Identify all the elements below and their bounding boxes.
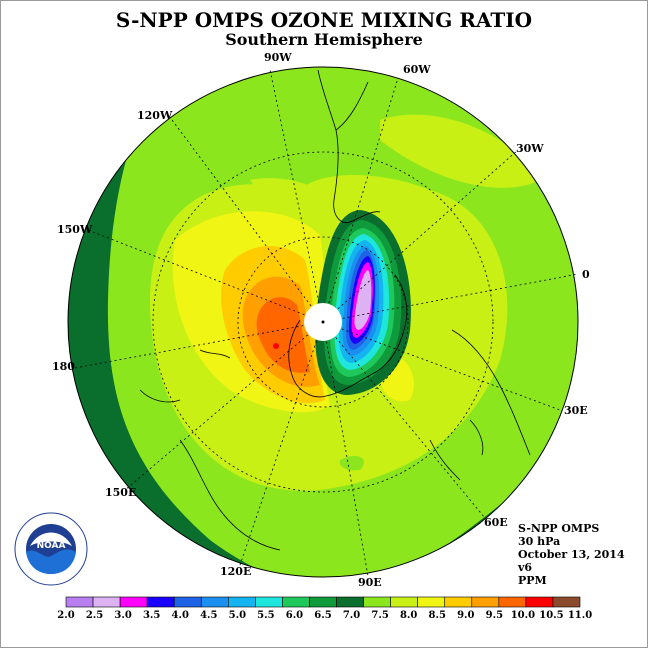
colorbar-label: 9.0 xyxy=(457,610,474,621)
noaa-logo-text: NOAA xyxy=(37,541,66,551)
page-title: S-NPP OMPS OZONE MIXING RATIO xyxy=(115,8,533,32)
colorbar-label: 6.5 xyxy=(314,610,331,621)
colorbar-swatch xyxy=(525,596,554,608)
colorbar-swatch xyxy=(552,596,581,608)
info-units: PPM xyxy=(518,574,547,587)
colorbar-label: 5.0 xyxy=(229,610,246,621)
colorbar-swatch xyxy=(65,596,94,608)
colorbar-swatch xyxy=(336,596,364,608)
colorbar-swatch xyxy=(417,596,446,608)
coastlines xyxy=(139,69,531,551)
lon-label-150w: 150W xyxy=(57,223,93,236)
info-date: October 13, 2014 xyxy=(518,548,625,561)
colorbar-label: 8.5 xyxy=(429,610,446,621)
colorbar-swatch xyxy=(444,596,473,608)
colorbar-label: 9.5 xyxy=(486,610,503,621)
colorbar-swatch xyxy=(173,596,202,608)
lon-label-60w: 60W xyxy=(403,63,431,76)
south-pole-marker xyxy=(321,320,325,324)
lon-label-90e: 90E xyxy=(358,576,382,589)
colorbar-label: 7.0 xyxy=(343,610,360,621)
colorbar-label: 4.0 xyxy=(172,610,189,621)
lon-label-120w: 120W xyxy=(137,109,173,122)
colorbar-swatch xyxy=(119,596,148,608)
colorbar-label: 2.0 xyxy=(57,610,74,621)
page-subtitle: Southern Hemisphere xyxy=(225,30,423,49)
lon-label-90w: 90W xyxy=(264,51,292,64)
colorbar-label: 8.0 xyxy=(400,610,417,621)
colorbar-label: 2.5 xyxy=(86,610,103,621)
lon-label-30w: 30W xyxy=(516,142,544,155)
colorbar-swatch xyxy=(471,596,500,608)
lon-label-120e: 120E xyxy=(220,565,251,578)
colorbar-label: 11.0 xyxy=(568,610,592,621)
colorbar-swatch xyxy=(282,596,310,608)
colorbar-swatch xyxy=(363,596,391,608)
colorbar-swatch xyxy=(146,596,175,608)
graticule xyxy=(74,69,579,577)
colorbar-label: 10.5 xyxy=(539,610,563,621)
colorbar-label: 3.5 xyxy=(143,610,160,621)
meridian-labels: 90W 60W 120W 30W 150W 0 180 30E 150E 60E… xyxy=(52,51,590,589)
lon-label-30e: 30E xyxy=(564,404,588,417)
colorbar-swatch xyxy=(309,596,337,608)
colorbar-swatch xyxy=(228,596,256,608)
colorbar-swatch xyxy=(200,596,229,608)
info-block: S-NPP OMPS 30 hPa October 13, 2014 v6 PP… xyxy=(518,522,625,587)
info-version: v6 xyxy=(518,561,533,574)
colorbar-label: 10.0 xyxy=(511,610,535,621)
colorbar-label: 5.5 xyxy=(257,610,274,621)
lon-label-180: 180 xyxy=(52,360,75,373)
colorbar-swatch xyxy=(92,596,121,608)
colorbar-label: 7.5 xyxy=(371,610,388,621)
lon-label-60e: 60E xyxy=(484,516,508,529)
colorbar-swatch xyxy=(390,596,418,608)
info-level: 30 hPa xyxy=(518,535,561,548)
colorbar-swatch xyxy=(255,596,283,608)
lon-label-0: 0 xyxy=(582,268,590,281)
map-border xyxy=(67,66,579,578)
colorbar-label: 3.0 xyxy=(114,610,131,621)
colorbar-label: 4.5 xyxy=(200,610,217,621)
info-instrument: S-NPP OMPS xyxy=(518,522,600,535)
colorbar-label: 6.0 xyxy=(286,610,303,621)
lon-label-150e: 150E xyxy=(105,486,136,499)
colorbar-swatch xyxy=(498,596,527,608)
noaa-logo: NOAA xyxy=(14,512,88,586)
colorbar: 2.0 2.5 3.0 3.5 4.0 4.5 5.0 5.5 6.0 6.5 7.0 7.5 8.0 8… xyxy=(57,596,592,621)
